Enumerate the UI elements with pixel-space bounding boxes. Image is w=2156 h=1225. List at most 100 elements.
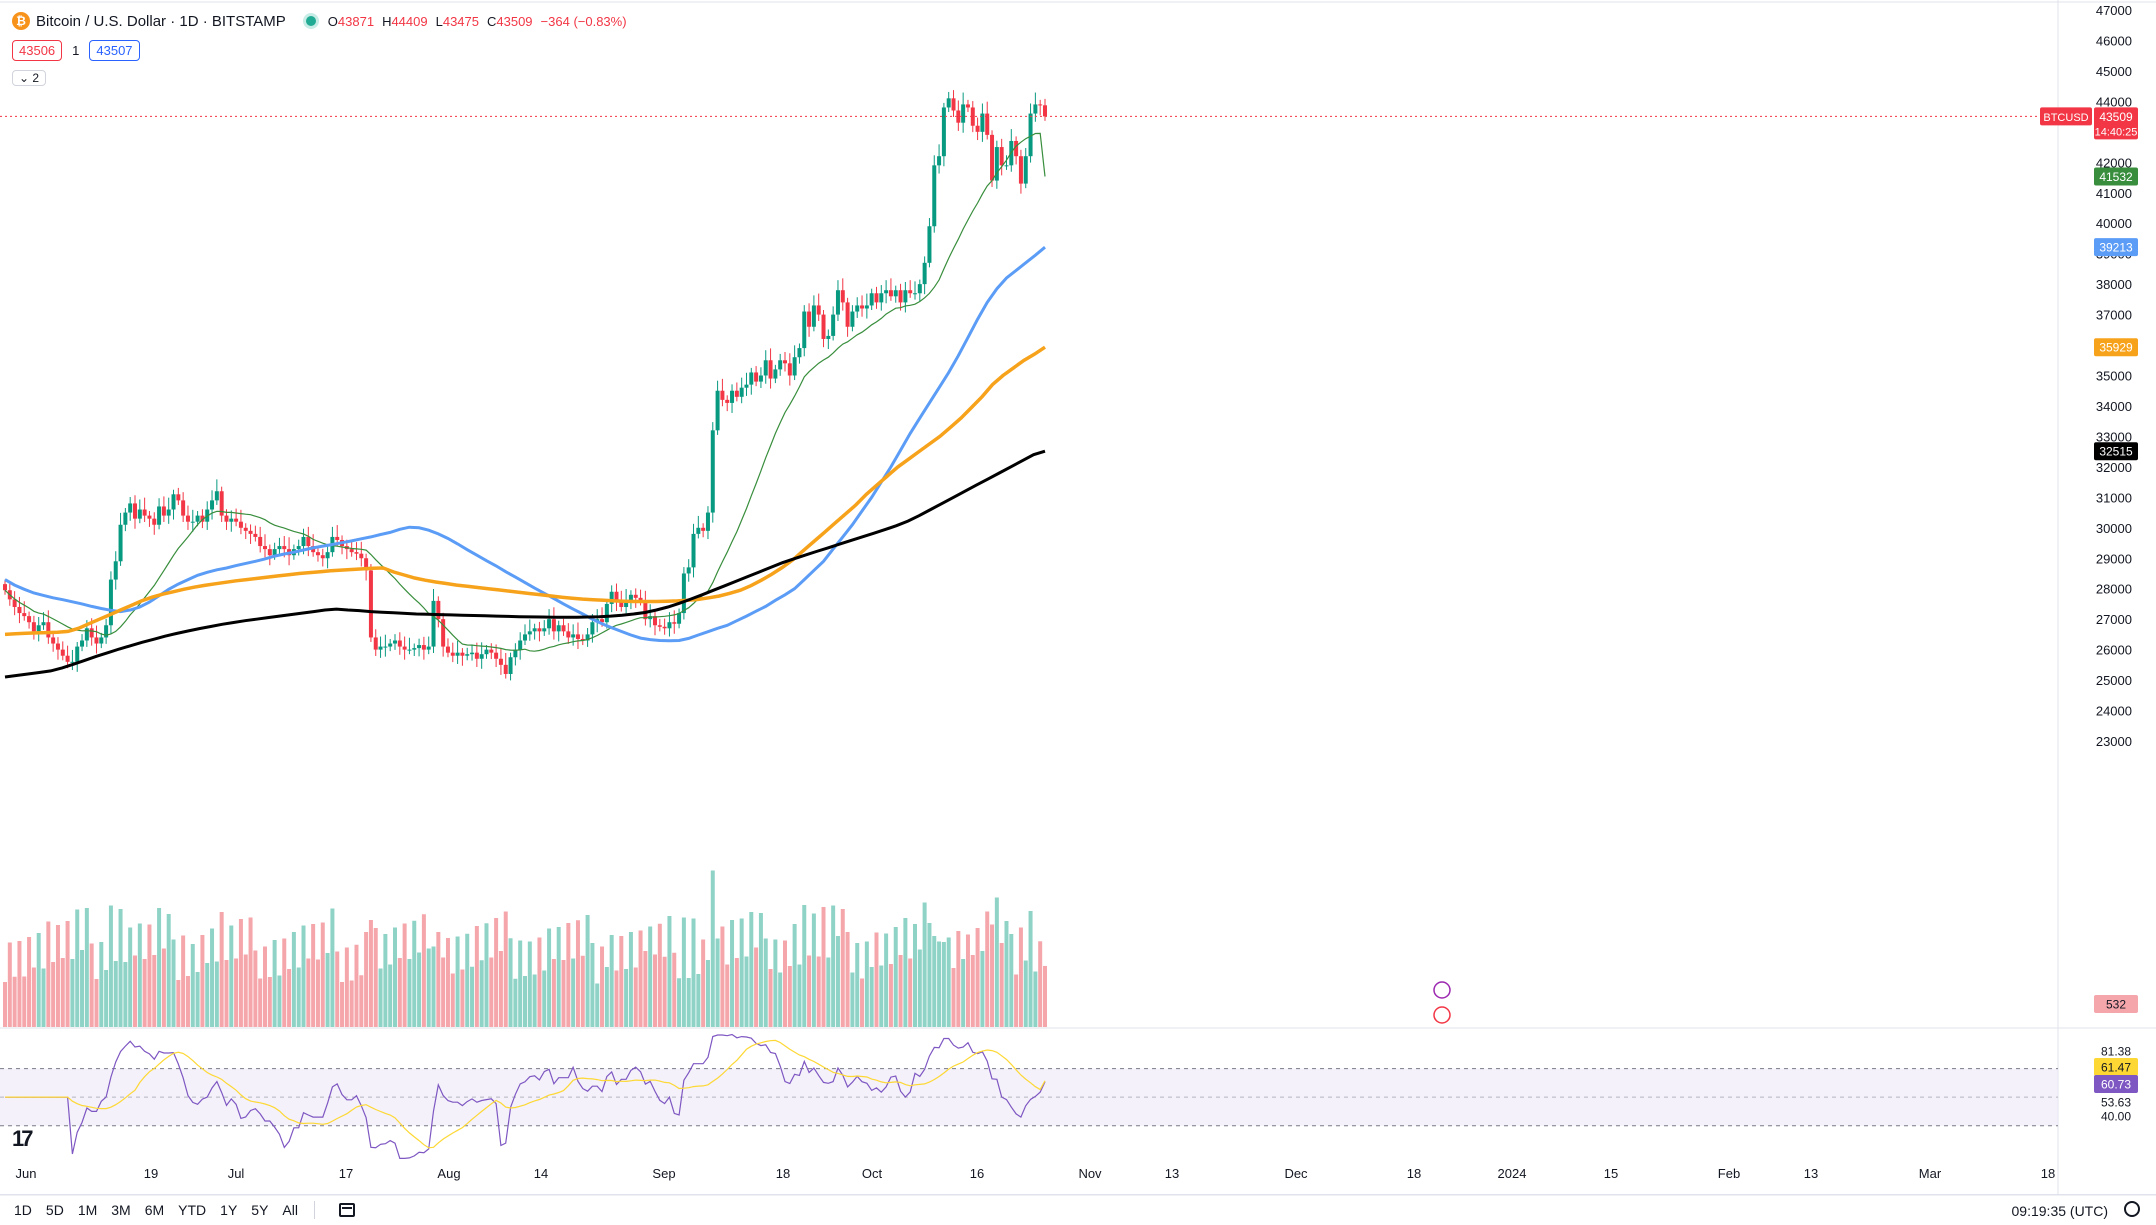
candle-body — [479, 654, 484, 659]
volume-bar — [474, 926, 479, 1027]
volume-bar — [503, 911, 508, 1027]
rsi-axis-label: 40.00 — [2101, 1110, 2131, 1124]
range-button-1d[interactable]: 1D — [14, 1202, 32, 1218]
candle-body — [354, 552, 359, 554]
candle-body — [94, 637, 99, 644]
range-button-5d[interactable]: 5D — [45, 1202, 64, 1218]
volume-bar — [234, 958, 239, 1027]
volume-bar — [104, 970, 109, 1027]
candle-body — [1014, 140, 1019, 157]
calendar-icon[interactable] — [338, 1203, 355, 1217]
volume-bar — [946, 937, 951, 1027]
buy-price-button[interactable]: 43507 — [89, 40, 140, 61]
open-value: 43871 — [337, 13, 375, 29]
range-button-5y[interactable]: 5Y — [251, 1202, 269, 1218]
candle-body — [200, 515, 205, 522]
volume-bar — [441, 957, 446, 1027]
volume-bar — [253, 950, 258, 1027]
volume-bar — [523, 976, 527, 1027]
volume-bar — [166, 914, 171, 1027]
candle-body — [176, 494, 181, 501]
symbol-tag: BTCUSD — [2043, 112, 2088, 124]
candle-body — [325, 552, 330, 559]
ma20-axis-label-bg — [2094, 167, 2138, 186]
candle-body — [474, 652, 479, 659]
lightning-icon[interactable] — [1433, 981, 1451, 999]
candle-body — [1004, 165, 1009, 167]
volume-bar — [12, 976, 17, 1027]
candle-body — [797, 348, 802, 358]
candle-body — [320, 555, 325, 559]
volume-bar — [922, 902, 927, 1027]
volume-bar — [888, 964, 893, 1027]
volume-bar — [272, 940, 277, 1027]
volume-bar — [667, 916, 672, 1027]
range-button-all[interactable]: All — [282, 1202, 298, 1218]
candle-body — [985, 113, 990, 135]
candle-body — [903, 290, 908, 303]
y-tick-label: 33000 — [2096, 429, 2132, 444]
volume-bar — [325, 953, 330, 1027]
candle-body — [975, 125, 980, 132]
candle-body — [137, 509, 142, 519]
volume-bar — [908, 958, 913, 1027]
candle-body — [214, 491, 219, 501]
volume-bar — [604, 967, 609, 1027]
gear-icon[interactable] — [2124, 1201, 2140, 1217]
volume-bar — [344, 947, 349, 1027]
candle-body — [768, 360, 773, 379]
volume-bar — [3, 982, 7, 1027]
y-tick-label: 47000 — [2096, 3, 2132, 18]
volume-bar — [80, 950, 85, 1027]
volume-bar — [412, 920, 417, 1027]
volume-bar — [315, 959, 320, 1027]
sell-price-button[interactable]: 43506 — [12, 40, 63, 61]
candle-body — [869, 293, 874, 306]
volume-bar — [730, 920, 735, 1027]
volume-bar — [1009, 934, 1014, 1027]
volume-bar — [147, 924, 152, 1027]
volume-bar — [224, 960, 229, 1027]
indicator-toggle-button[interactable]: ⌄ 2 — [12, 70, 47, 86]
candle-body — [720, 390, 725, 400]
range-button-6m[interactable]: 6M — [144, 1202, 165, 1218]
candle-body — [778, 360, 783, 370]
symbol-title[interactable]: Bitcoin / U.S. Dollar · 1D · BITSTAMP — [36, 12, 286, 30]
volume-bar — [51, 962, 56, 1027]
last-price-bg — [2094, 107, 2138, 140]
range-button-ytd[interactable]: YTD — [178, 1202, 207, 1218]
x-tick-label: 18 — [2041, 1166, 2055, 1181]
candle-body — [542, 628, 547, 632]
range-button-3m[interactable]: 3M — [111, 1202, 131, 1218]
volume-bar — [210, 928, 215, 1027]
range-button-1y[interactable]: 1Y — [220, 1202, 238, 1218]
candle-body — [431, 600, 436, 647]
candle-body — [951, 98, 956, 111]
volume-bar — [118, 909, 123, 1027]
candle-body — [417, 645, 422, 649]
utc-clock[interactable]: 09:19:35 (UTC) — [2011, 1203, 2108, 1219]
x-tick-label: Oct — [862, 1166, 883, 1181]
candle-body — [359, 553, 364, 559]
candle-body — [277, 546, 282, 550]
volume-bar — [84, 908, 89, 1027]
candle-body — [1033, 104, 1038, 114]
candle-body — [128, 503, 133, 513]
volume-bar — [773, 939, 778, 1027]
candle-body — [638, 597, 643, 601]
volume-bar — [821, 907, 826, 1027]
candle-body — [807, 311, 812, 327]
candle-body — [460, 652, 465, 656]
flag-icon[interactable] — [1433, 1006, 1451, 1024]
candle-body — [965, 104, 970, 108]
candle-body — [575, 634, 580, 639]
y-tick-label: 38000 — [2096, 277, 2132, 292]
candle-body — [1018, 156, 1023, 184]
candle-body — [662, 626, 667, 629]
range-button-1m[interactable]: 1M — [77, 1202, 98, 1218]
candle-body — [556, 625, 561, 632]
candle-body — [898, 290, 903, 303]
volume-bar — [580, 955, 585, 1027]
candle-body — [860, 305, 865, 309]
